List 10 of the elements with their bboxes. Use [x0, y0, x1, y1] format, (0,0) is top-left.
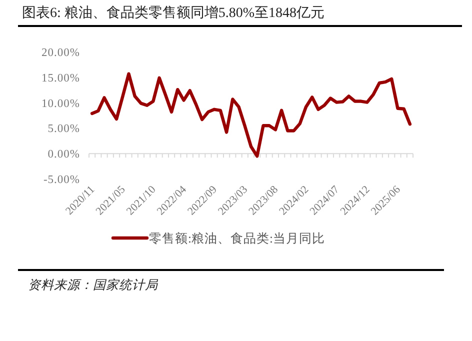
- y-tick-label: 10.00%: [42, 98, 80, 110]
- y-tick-label: 0.00%: [48, 148, 80, 161]
- chart-title: 图表6: 粮油、食品类零售额同增5.80%至1848亿元: [22, 5, 325, 21]
- y-tick-label: -5.00%: [43, 174, 80, 186]
- text: 资料来源：国家统计局: [28, 278, 159, 292]
- legend-label: 零售额:粮油、食品类:当月同比: [149, 232, 325, 246]
- y-tick-label: 15.00%: [42, 72, 80, 84]
- y-tick-label: 5.00%: [48, 123, 80, 136]
- y-tick-label: 20.00%: [42, 47, 80, 59]
- line-series: [90, 72, 412, 158]
